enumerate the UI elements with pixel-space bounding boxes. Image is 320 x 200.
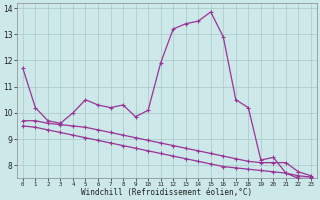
X-axis label: Windchill (Refroidissement éolien,°C): Windchill (Refroidissement éolien,°C)	[81, 188, 252, 197]
